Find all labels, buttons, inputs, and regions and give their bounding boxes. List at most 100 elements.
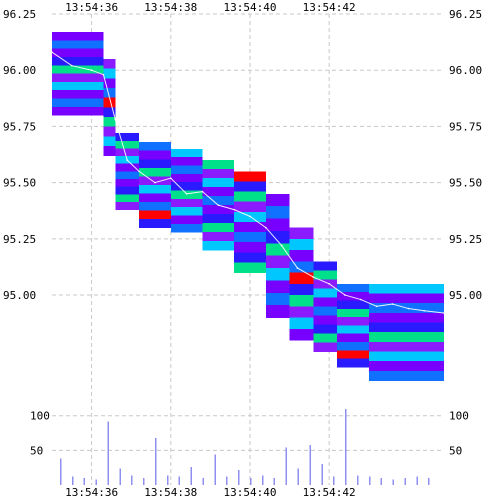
depth-band [234, 252, 266, 263]
volume-bar [249, 478, 252, 485]
volume-tick-label-right: 50 [449, 444, 462, 457]
x-tick-label-bottom: 13:54:40 [223, 486, 276, 499]
volume-bar [238, 469, 240, 485]
depth-band [115, 140, 140, 149]
depth-band [202, 196, 235, 206]
depth-band [265, 193, 290, 207]
price-tick-label-right: 96.25 [449, 8, 482, 21]
depth-band [368, 293, 444, 304]
depth-band [52, 98, 104, 108]
price-point [407, 307, 410, 310]
volume-bar [214, 454, 216, 485]
volume-bar [119, 468, 121, 485]
volume-bar [380, 478, 383, 485]
depth-band [234, 181, 266, 193]
price-point [443, 312, 445, 314]
depth-band [52, 81, 104, 91]
volume-bar [166, 475, 169, 485]
volume-bar [285, 447, 288, 485]
depth-band [368, 312, 444, 323]
depth-band [368, 332, 444, 343]
depth-band [139, 193, 171, 203]
depth-band [202, 160, 235, 170]
depth-band [115, 133, 140, 142]
volume-bar [143, 478, 145, 485]
depth-band [139, 184, 171, 194]
depth-band [234, 191, 266, 203]
price-point [138, 170, 140, 173]
price-point [423, 310, 426, 312]
depth-band [103, 68, 116, 79]
price-point [344, 294, 346, 296]
depth-band [368, 370, 444, 382]
x-tick-label-top: 13:54:42 [303, 1, 356, 14]
depth-band [337, 308, 369, 318]
price-tick-label-left: 96.00 [3, 64, 36, 77]
depth-band [170, 182, 203, 192]
depth-band [170, 157, 203, 167]
depth-band [202, 223, 235, 233]
volume-bar [309, 444, 311, 485]
volume-bar [107, 421, 109, 485]
depth-band [115, 194, 140, 203]
depth-band [115, 201, 140, 211]
depth-band [115, 179, 140, 188]
volume-bar [226, 476, 228, 485]
depth-band [313, 288, 338, 298]
volume-bar [356, 475, 359, 485]
depth-band [337, 325, 369, 335]
depth-band [202, 169, 235, 179]
depth-band [313, 270, 338, 280]
depth-band [337, 300, 369, 310]
depth-band [115, 186, 140, 195]
depth-band [103, 136, 116, 147]
depth-band [289, 261, 314, 274]
depth-band [313, 324, 338, 334]
price-point [249, 215, 251, 218]
volume-bar [83, 478, 86, 485]
price-point [217, 204, 220, 206]
depth-band [115, 171, 140, 180]
depth-band [289, 250, 314, 262]
depth-band [289, 306, 314, 319]
depth-band [170, 190, 203, 200]
volume-bar [333, 476, 335, 485]
price-tick-label-left: 95.25 [3, 233, 36, 246]
depth-band [52, 31, 104, 41]
price-point [102, 73, 105, 76]
depth-band [289, 328, 314, 341]
depth-band [52, 40, 104, 50]
depth-band [139, 159, 171, 169]
price-point [114, 118, 117, 121]
depth-band [337, 358, 369, 368]
depth-band [170, 148, 203, 158]
depth-band [139, 142, 171, 152]
volume-bar [345, 408, 347, 485]
depth-band [170, 173, 203, 183]
depth-band [234, 242, 266, 253]
price-point [90, 69, 93, 72]
price-point [312, 276, 315, 278]
depth-band [139, 176, 171, 186]
depth-band [234, 201, 266, 213]
volume-bar [416, 476, 418, 485]
price-tick-label-left: 96.25 [3, 8, 36, 21]
depth-band [265, 292, 290, 306]
volume-bar [190, 466, 193, 485]
depth-band [139, 219, 171, 229]
depth-band [234, 171, 266, 183]
depth-band [202, 214, 235, 224]
depth-band [337, 342, 369, 351]
volume-bar [71, 476, 74, 485]
price-point [126, 159, 129, 161]
volume-bar [178, 476, 181, 485]
x-tick-label-bottom: 13:54:36 [65, 486, 118, 499]
depth-band [170, 207, 203, 216]
depth-band [313, 333, 338, 343]
price-point [201, 190, 204, 193]
depth-band [170, 198, 203, 208]
price-tick-label-right: 95.75 [449, 120, 482, 133]
price-tick-label-right: 96.00 [449, 64, 482, 77]
depth-band [234, 211, 266, 223]
depth-band [313, 279, 338, 289]
